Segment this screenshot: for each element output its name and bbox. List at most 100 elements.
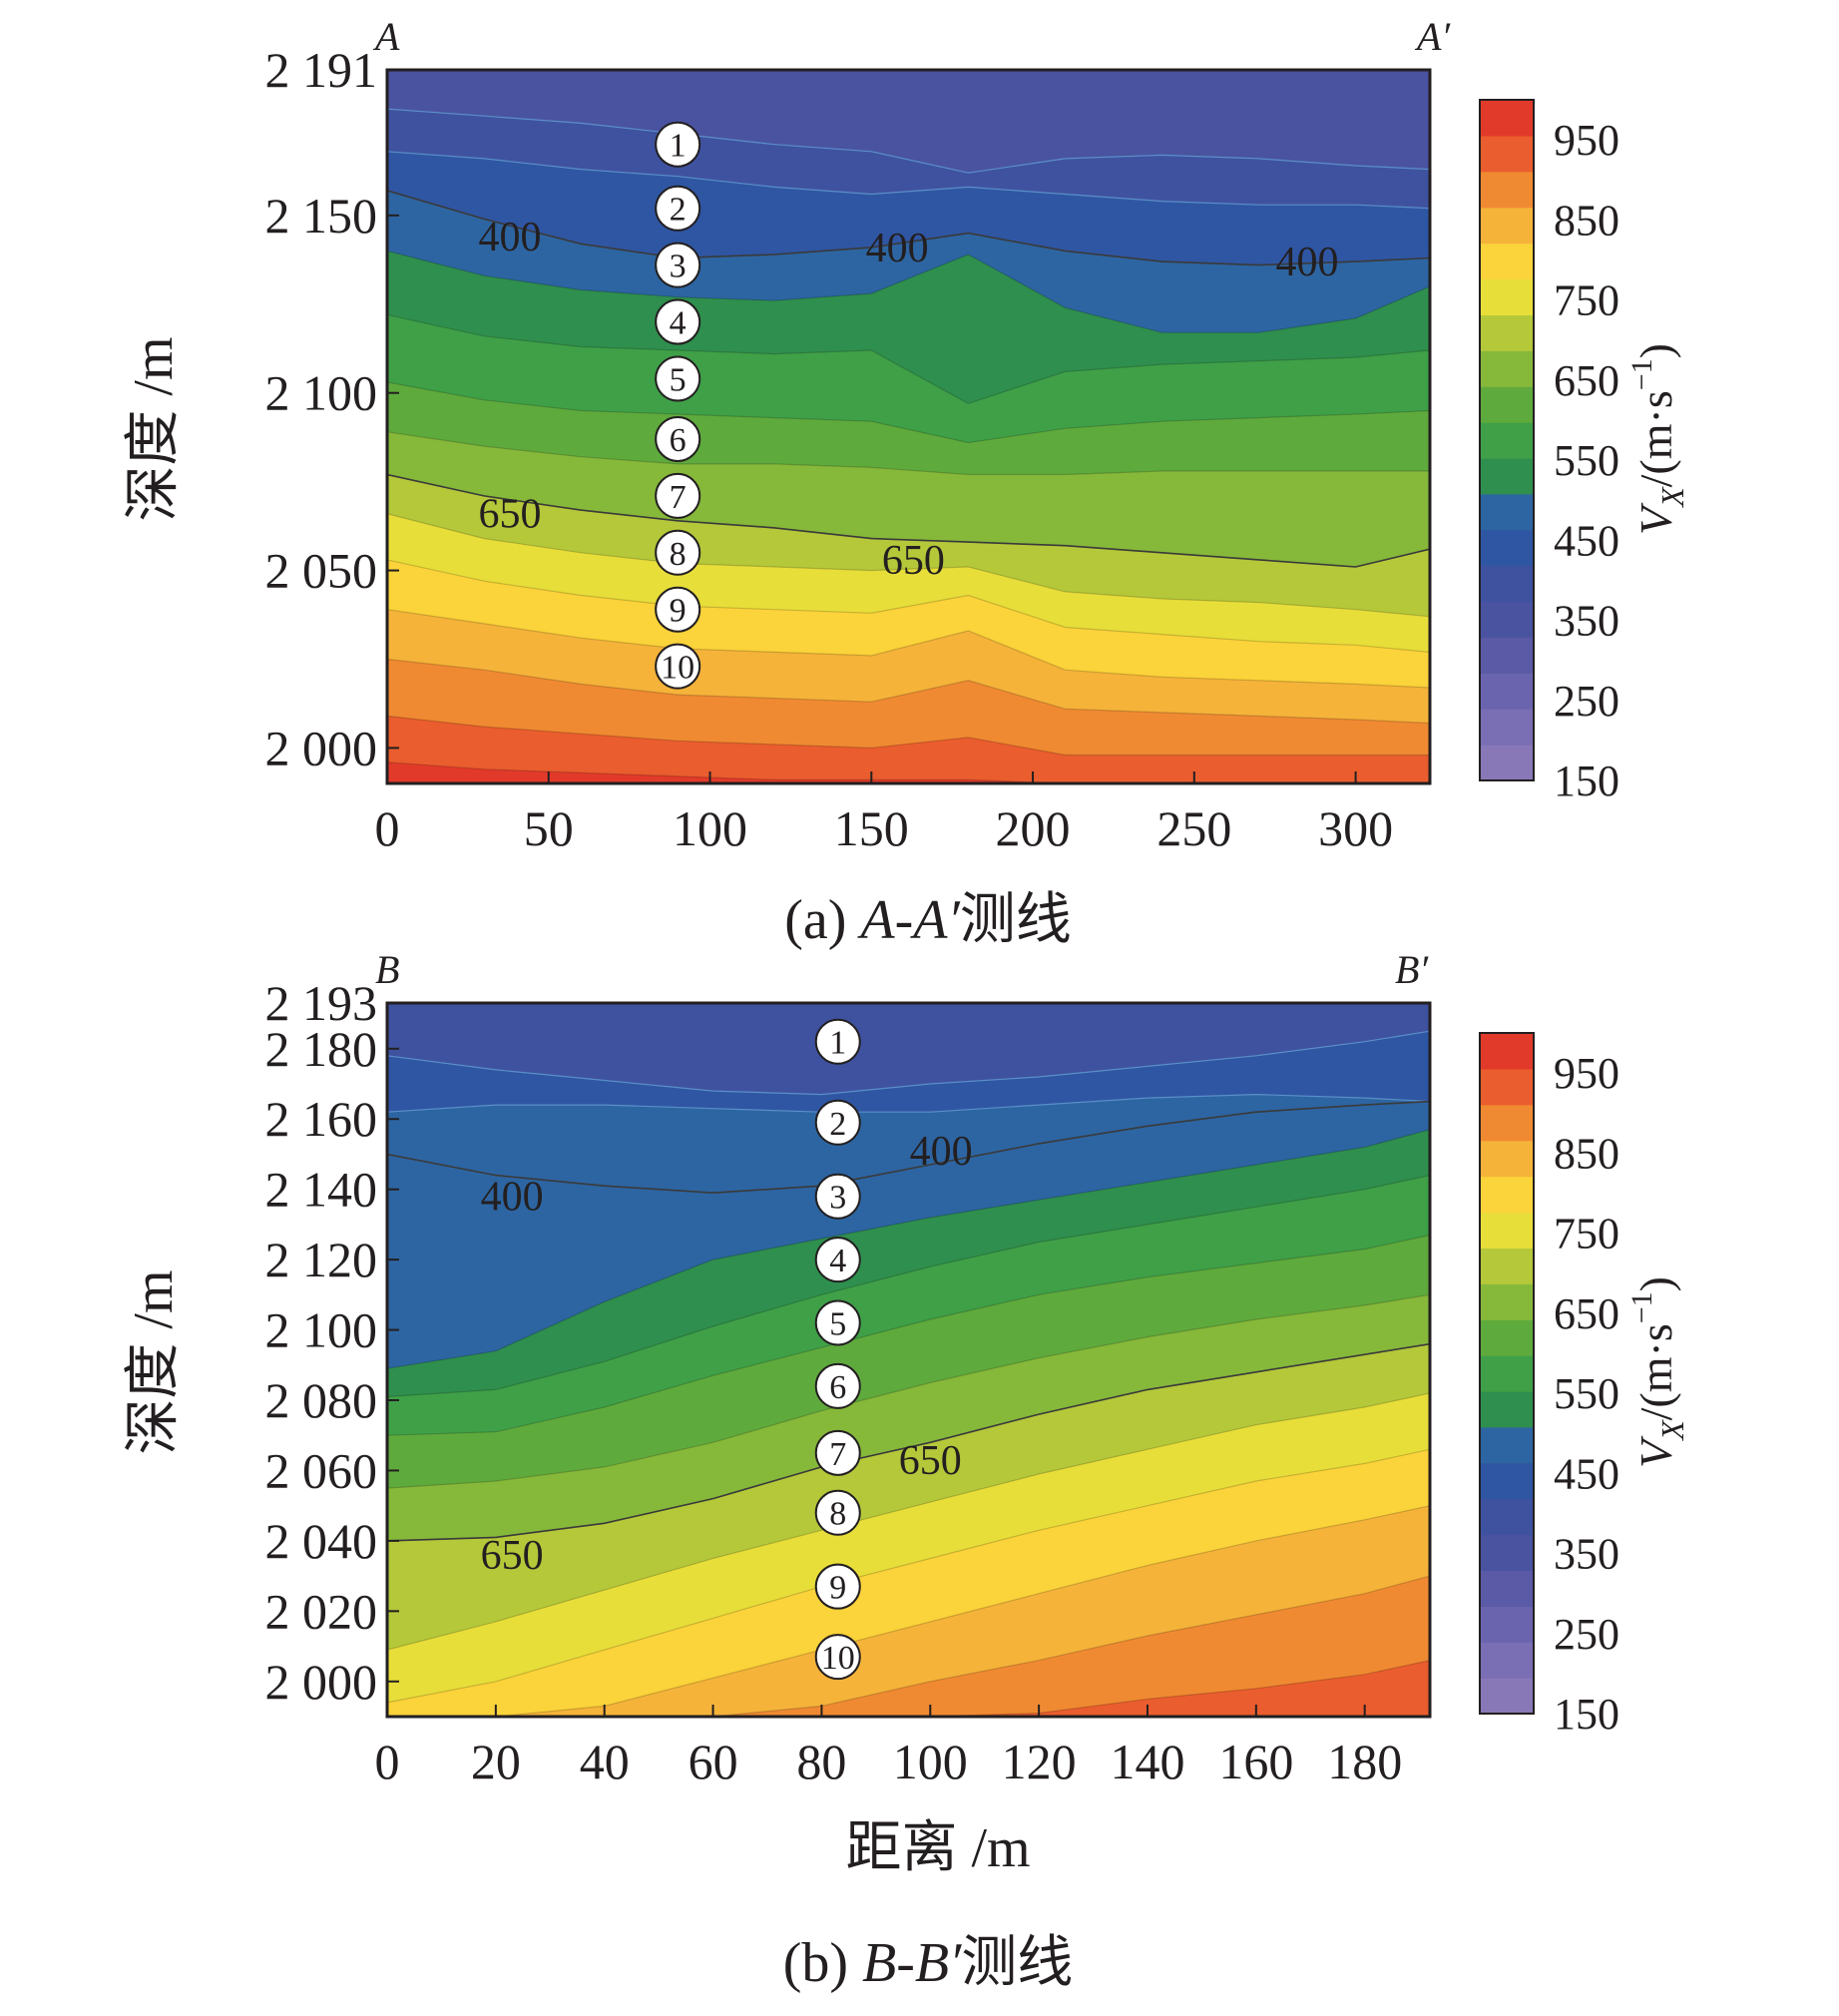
contour-line-b-11 bbox=[387, 1575, 1430, 1717]
colorbar-a-tick-250: 250 bbox=[1554, 677, 1619, 726]
contour-line-a-12 bbox=[387, 658, 1430, 725]
colorbar-a-title-exp: −1 bbox=[1625, 358, 1658, 390]
caption-a-line: A-A′ bbox=[856, 889, 960, 951]
y-tick-label-b-2060: 2 060 bbox=[265, 1442, 378, 1498]
contour-label-b-4: 650 bbox=[899, 1438, 962, 1484]
marker-circle-b-10 bbox=[814, 1634, 861, 1681]
marker-label-a-6: 6 bbox=[670, 422, 687, 459]
colorbar-b-strip-8 bbox=[1480, 1426, 1534, 1464]
colorbar-a-title-unit: /(m·s bbox=[1630, 390, 1681, 487]
colorbar-a-strip-6 bbox=[1480, 565, 1534, 603]
marker-label-b-2: 2 bbox=[829, 1106, 846, 1143]
marker-circle-a-1 bbox=[655, 121, 701, 168]
x-tick-label-b-60: 60 bbox=[689, 1734, 738, 1789]
contour-label-b-1: 400 bbox=[481, 1175, 544, 1221]
marker-label-a-5: 5 bbox=[670, 361, 687, 398]
y-tick-label-a-2191: 2 191 bbox=[265, 42, 378, 98]
colorbar-b-tick-650: 650 bbox=[1554, 1289, 1619, 1338]
contour-line-a-2 bbox=[387, 151, 1430, 210]
band-b-11 bbox=[387, 1576, 1430, 1717]
contour-400-a bbox=[387, 190, 1430, 266]
colorbar-b-tick-450: 450 bbox=[1554, 1449, 1619, 1498]
colorbar-a-strip-18 bbox=[1480, 135, 1534, 173]
x-tick-label-b-0: 0 bbox=[375, 1734, 400, 1789]
colorbar-b-tick-350: 350 bbox=[1554, 1530, 1619, 1579]
marker-label-b-7: 7 bbox=[829, 1436, 846, 1473]
marker-circle-b-8 bbox=[814, 1489, 861, 1536]
contour-line-a-10 bbox=[387, 559, 1430, 653]
colorbar-b-title-close: ) bbox=[1630, 1276, 1681, 1291]
x-tick-label-b-120: 120 bbox=[1002, 1734, 1077, 1789]
colorbar-b-strip-11 bbox=[1480, 1319, 1534, 1356]
colorbar-a-tick-450: 450 bbox=[1554, 516, 1619, 565]
y-tick-label-a-2050: 2 050 bbox=[265, 543, 378, 599]
marker-circle-b-2 bbox=[814, 1099, 861, 1146]
colorbar-b-strip-4 bbox=[1480, 1570, 1534, 1607]
colorbar-b-title-sub: X bbox=[1654, 1419, 1690, 1442]
y-tick-label-b-2100: 2 100 bbox=[265, 1302, 378, 1358]
plot-frame-a bbox=[385, 68, 1432, 785]
marker-circle-b-3 bbox=[814, 1173, 861, 1220]
markers-a: 1 2 3 4 5 6 7 8 9 10 bbox=[655, 121, 701, 690]
caption-b-line: B-B′ bbox=[862, 1932, 962, 1994]
panel-a: 400 400 400 650 650 1 2 3 4 5 6 7 8 9 10 0 50 100 150 200… bbox=[123, 14, 1451, 951]
corner-label-b-right: B′ bbox=[1395, 947, 1429, 992]
contour-line-a-14 bbox=[387, 761, 1430, 783]
colorbar-a-strips bbox=[1480, 100, 1534, 781]
colorbar-a-strip-4 bbox=[1480, 637, 1534, 674]
contour-bands-b bbox=[387, 1003, 1430, 1717]
colorbar-a-tick-850: 850 bbox=[1554, 196, 1619, 245]
caption-b: (b) B-B′测线 bbox=[783, 1932, 1074, 1994]
marker-label-b-3: 3 bbox=[829, 1180, 846, 1217]
marker-label-a-1: 1 bbox=[670, 128, 687, 165]
colorbar-b-strip-12 bbox=[1480, 1283, 1534, 1320]
colorbar-b-strip-13 bbox=[1480, 1248, 1534, 1284]
plot-frame-b bbox=[385, 1001, 1432, 1719]
contour-line-b-9 bbox=[387, 1448, 1430, 1704]
colorbar-b-strip-5 bbox=[1480, 1534, 1534, 1571]
marker-label-b-10: 10 bbox=[821, 1640, 855, 1677]
contour-label-a-2: 400 bbox=[866, 226, 929, 271]
colorbar-b-tick-150: 150 bbox=[1554, 1690, 1619, 1739]
colorbar-b-strip-18 bbox=[1480, 1068, 1534, 1106]
contour-line-b-6 bbox=[387, 1293, 1430, 1489]
x-tick-label-b-40: 40 bbox=[580, 1734, 630, 1789]
colorbar-a-strip-9 bbox=[1480, 457, 1534, 495]
colorbar-a-tick-150: 150 bbox=[1554, 756, 1619, 805]
colorbar-b-strip-9 bbox=[1480, 1390, 1534, 1428]
contour-line-b-10 bbox=[387, 1505, 1430, 1717]
colorbar-a-strip-5 bbox=[1480, 601, 1534, 638]
colorbar-b-title: VX/(m·s−1) bbox=[1625, 1276, 1690, 1468]
colorbar-a-tick-650: 650 bbox=[1554, 356, 1619, 405]
marker-label-a-7: 7 bbox=[670, 479, 687, 516]
contour-line-b-3 bbox=[387, 1129, 1430, 1369]
colorbar-b-strip-3 bbox=[1480, 1606, 1534, 1643]
colorbar-b-strip-16 bbox=[1480, 1140, 1534, 1178]
contour-label-b-3: 650 bbox=[481, 1533, 544, 1579]
colorbar-a-frame bbox=[1479, 99, 1535, 781]
x-tick-label-b-140: 140 bbox=[1110, 1734, 1184, 1789]
colorbar-b-tick-250: 250 bbox=[1554, 1610, 1619, 1659]
marker-label-b-8: 8 bbox=[829, 1496, 846, 1533]
y-tick-label-b-2193: 2 193 bbox=[265, 975, 378, 1031]
y-tick-label-a-2000: 2 000 bbox=[265, 720, 378, 775]
marker-circle-b-5 bbox=[814, 1299, 861, 1346]
colorbar-b-ticks: 150 250 350 450 550 650 750 850 950 bbox=[1554, 1049, 1619, 1739]
colorbar-a-tick-950: 950 bbox=[1554, 116, 1619, 165]
colorbar-b-title-unit: /(m·s bbox=[1630, 1323, 1681, 1420]
x-tick-label-a-200: 200 bbox=[996, 800, 1071, 856]
y-tick-label-a-2100: 2 100 bbox=[265, 365, 378, 421]
marker-label-b-6: 6 bbox=[829, 1369, 846, 1406]
band-b-12 bbox=[387, 1660, 1430, 1717]
colorbar-b: 150 250 350 450 550 650 750 850 950 VX/(m·s−1) bbox=[1479, 1032, 1690, 1739]
y-tick-label-b-2140: 2 140 bbox=[265, 1162, 378, 1218]
contour-label-b-2: 400 bbox=[910, 1129, 973, 1175]
marker-label-b-9: 9 bbox=[829, 1570, 846, 1607]
marker-circle-a-9 bbox=[655, 586, 701, 633]
contour-line-a-13 bbox=[387, 715, 1430, 756]
contour-650-b bbox=[387, 1342, 1430, 1542]
x-tick-label-a-250: 250 bbox=[1156, 800, 1231, 856]
colorbar-a-strip-19 bbox=[1480, 100, 1534, 137]
colorbar-a-tick-350: 350 bbox=[1554, 597, 1619, 646]
